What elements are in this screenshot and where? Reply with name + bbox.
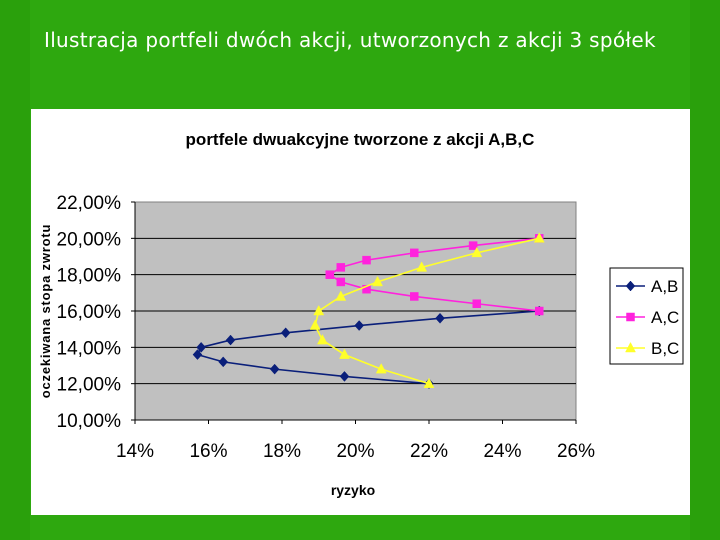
data-point-bc [309,319,321,330]
y-tick-label: 20,00% [57,229,122,250]
x-tick-label: 24% [483,441,521,462]
legend-marker-ab [625,280,636,292]
data-point-ac [362,255,371,265]
data-point-ac [468,241,478,250]
series-ac [325,234,544,316]
data-point-ab [280,327,291,339]
x-tick-label: 26% [557,441,595,462]
data-point-bc [339,348,350,359]
legend-marker-bc [625,341,636,353]
data-point-ac [325,270,335,279]
chart: portfele dwuakcyjne tworzone z akcji A,B… [38,130,684,498]
data-point-ab [339,371,350,382]
data-point-bc [423,377,435,388]
data-point-ab [435,312,445,324]
data-point-ab [218,356,229,368]
data-point-ac [472,299,482,308]
legend-marker-ac [626,312,635,322]
x-tick-label: 18% [263,441,301,462]
gridlines [135,237,576,385]
data-point-bc [335,290,347,301]
data-point-ab [269,363,280,375]
data-point-ac [336,277,346,287]
data-point-ac [410,292,419,301]
y-tick-label: 12,00% [57,375,122,396]
data-point-ab [354,320,365,331]
background-stripe [690,0,720,540]
data-point-bc [533,232,545,243]
chart-panel: portfele dwuakcyjne tworzone z akcji A,B… [31,109,690,515]
slide-title: Ilustracja portfeli dwóch akcji, utworzo… [44,28,656,52]
data-point-ac [362,284,371,294]
legend-label-bc: B,C [651,339,679,358]
data-point-ac [336,263,346,272]
legend-label-ac: A,C [651,308,679,327]
background-stripe [0,0,30,540]
y-tick-label: 18,00% [57,266,122,287]
x-axis-label: ryzyko [331,482,375,498]
data-point-bc [317,334,328,345]
data-point-bc [471,246,483,258]
series-layer [192,232,545,390]
data-point-bc [416,261,428,272]
x-tick-label: 14% [116,441,154,462]
y-tick-label: 10,00% [57,411,122,432]
data-point-bc [372,275,383,287]
data-point-bc [313,304,325,316]
data-point-ab [225,334,236,346]
x-tick-label: 16% [189,441,227,462]
chart-title: portfele dwuakcyjne tworzone z akcji A,B… [186,130,535,149]
data-point-ac [535,306,544,316]
y-tick-label: 16,00% [57,302,122,323]
data-point-bc [375,363,387,374]
data-point-ab [192,349,203,360]
legend: A,B A,C B,C [609,267,684,365]
y-tick-label: 14,00% [57,338,122,359]
data-point-ab [196,341,206,353]
x-tick-label: 20% [336,441,374,462]
axes: 10,00% 12,00% 14,00% 16,00% 18,00% 20,00% 22,0… [57,193,596,462]
y-tick-label: 22,00% [57,193,122,214]
x-tick-label: 22% [410,441,448,462]
legend-label-ab: A,B [651,277,678,296]
data-point-ac [410,248,419,258]
series-bc [309,232,545,388]
y-axis-label: oczekiwana stopa zwrotu [38,224,53,398]
